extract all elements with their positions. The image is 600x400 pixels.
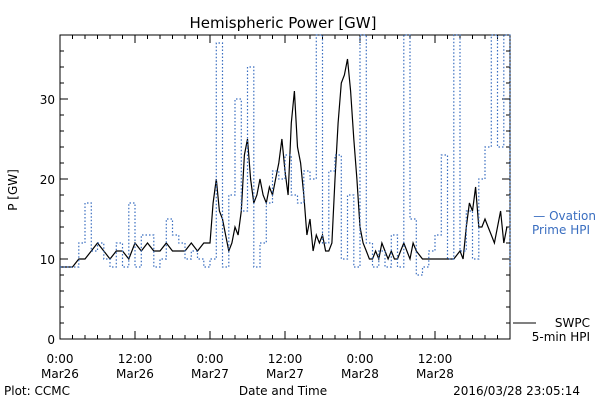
x-tick-time: 0:00	[47, 352, 74, 366]
x-tick-time: 12:00	[268, 352, 303, 366]
chart-title: Hemispheric Power [GW]	[190, 14, 377, 32]
series-layer	[60, 34, 511, 276]
y-tick-label: 0	[47, 333, 55, 347]
x-tick-time: 0:00	[347, 352, 374, 366]
plot-frame	[59, 34, 511, 340]
y-tick-label: 10	[40, 253, 55, 267]
x-tick-date: Mar28	[416, 367, 454, 381]
x-tick-date: Mar26	[116, 367, 154, 381]
series-line-ovation-prime	[60, 34, 511, 276]
y-axis-label: P [GW]	[6, 169, 20, 211]
y-tick-label: 30	[40, 93, 55, 107]
x-tick-time: 0:00	[197, 352, 224, 366]
x-tick-date: Mar28	[341, 367, 379, 381]
x-tick-date: Mar27	[191, 367, 229, 381]
x-tick-date: Mar27	[266, 367, 304, 381]
legend-ovation-line1: — Ovation	[533, 209, 596, 223]
legend-swpc-line2: 5-min HPI	[532, 330, 590, 344]
x-tick-date: Mar26	[41, 367, 79, 381]
y-ticks: 0 10 20 30	[40, 50, 510, 347]
plot-credit: Plot: CCMC	[4, 384, 70, 398]
x-axis-label: Date and Time	[239, 384, 327, 398]
legend-ovation-line2: Prime HPI	[532, 223, 590, 237]
legend-swpc-line1: SWPC	[555, 316, 590, 330]
x-ticks: 0:00Mar2612:00Mar260:00Mar2712:00Mar270:…	[41, 35, 498, 381]
series-line-swpc	[60, 58, 508, 268]
x-tick-time: 12:00	[418, 352, 453, 366]
y-tick-label: 20	[40, 173, 55, 187]
plot-timestamp: 2016/03/28 23:05:14	[453, 384, 580, 398]
x-tick-time: 12:00	[118, 352, 153, 366]
